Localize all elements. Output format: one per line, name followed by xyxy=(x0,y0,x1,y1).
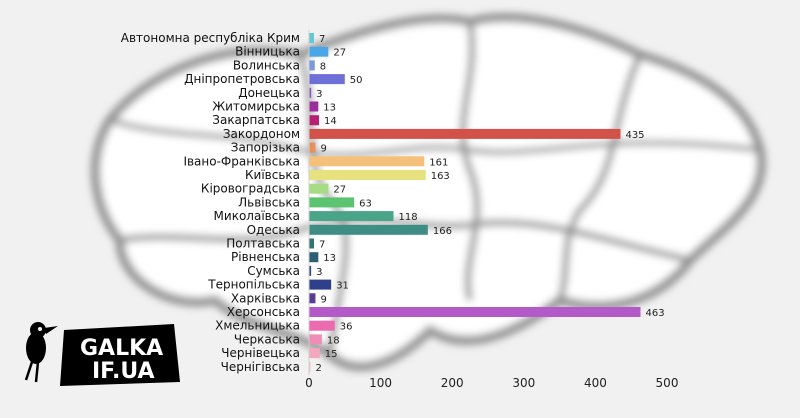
value-label: 7 xyxy=(319,240,325,251)
value-labels: 7278503131443591611632763118166713331946… xyxy=(316,34,665,374)
value-label: 18 xyxy=(327,335,340,346)
logo-text-line2: IF.UA xyxy=(92,359,155,384)
value-label: 14 xyxy=(324,116,337,127)
category-label: Запорізька xyxy=(231,141,300,155)
value-label: 3 xyxy=(316,89,322,100)
x-tick-label: 200 xyxy=(441,376,464,390)
bar xyxy=(309,115,320,126)
value-label: 15 xyxy=(325,349,338,360)
value-label: 163 xyxy=(431,171,450,182)
category-label: Дніпропетровська xyxy=(184,72,300,86)
jackdaw-icon xyxy=(24,322,58,383)
galka-logo: GALKA IF.UA xyxy=(24,322,180,386)
bar xyxy=(309,87,312,98)
value-label: 13 xyxy=(323,103,336,114)
category-label: Івано-Франківська xyxy=(183,154,300,168)
value-label: 31 xyxy=(336,281,349,292)
bar xyxy=(309,142,316,153)
value-label: 435 xyxy=(625,130,644,141)
value-label: 118 xyxy=(398,212,417,223)
bar xyxy=(309,46,329,57)
bar xyxy=(309,348,320,359)
value-label: 463 xyxy=(646,308,665,319)
category-label: Черкаська xyxy=(234,332,300,346)
x-tick-label: 500 xyxy=(656,376,679,390)
bar xyxy=(309,293,316,304)
bar xyxy=(309,170,426,180)
value-label: 3 xyxy=(316,267,322,278)
value-label: 63 xyxy=(359,198,372,209)
category-label: Житомирська xyxy=(212,100,300,114)
bar xyxy=(309,238,315,249)
bar xyxy=(309,197,355,208)
value-label: 2 xyxy=(316,363,322,374)
category-label: Волинська xyxy=(233,58,300,72)
bar xyxy=(309,183,329,194)
bar xyxy=(309,334,322,345)
category-label: Сумська xyxy=(247,264,300,278)
bar xyxy=(309,33,315,43)
x-axis-ticks: 0 100 200 300 400 500 xyxy=(305,376,678,390)
bar xyxy=(309,361,311,372)
category-label: Кіровоградська xyxy=(201,182,300,196)
bar xyxy=(309,252,319,263)
bar xyxy=(309,128,621,139)
category-label: Закордоном xyxy=(223,127,300,141)
bar xyxy=(309,307,641,317)
bar xyxy=(309,101,319,112)
category-label: Рівненська xyxy=(231,250,300,264)
category-label: Полтавська xyxy=(226,237,300,251)
value-label: 50 xyxy=(350,75,363,86)
bars xyxy=(309,33,641,372)
value-label: 166 xyxy=(433,226,452,237)
category-label: Київська xyxy=(245,168,300,182)
category-label: Донецька xyxy=(238,86,300,100)
category-label: Харківська xyxy=(231,291,300,305)
value-label: 7 xyxy=(319,34,325,45)
bar xyxy=(309,156,425,167)
category-label: Автономна республіка Крим xyxy=(121,31,300,45)
value-label: 36 xyxy=(340,322,353,333)
category-label: Закарпатська xyxy=(212,113,300,127)
category-label: Чернівецька xyxy=(221,346,300,360)
value-label: 13 xyxy=(323,253,336,264)
category-label: Миколаївська xyxy=(214,209,300,223)
bar xyxy=(309,320,335,331)
x-tick-label: 400 xyxy=(584,376,607,390)
category-label: Одеська xyxy=(247,223,300,237)
value-label: 27 xyxy=(333,48,346,59)
value-label: 9 xyxy=(320,144,326,155)
bar xyxy=(309,74,345,85)
category-label: Херсонська xyxy=(227,305,300,319)
category-label: Тернопільська xyxy=(207,278,300,292)
bar xyxy=(309,279,332,290)
logo-text-line1: GALKA xyxy=(80,336,163,361)
value-label: 27 xyxy=(333,185,346,196)
bar xyxy=(309,60,315,71)
bar xyxy=(309,211,394,222)
category-label: Чернігівська xyxy=(221,360,300,374)
value-label: 8 xyxy=(320,61,326,72)
x-tick-label: 0 xyxy=(305,376,313,390)
bar xyxy=(309,224,428,235)
x-tick-label: 300 xyxy=(512,376,535,390)
value-label: 9 xyxy=(320,294,326,305)
category-label: Львівська xyxy=(238,195,300,209)
category-label: Хмельницька xyxy=(215,319,300,333)
category-label: Вінницька xyxy=(235,45,300,59)
category-labels: Автономна республіка КримВінницькаВолинс… xyxy=(121,31,300,374)
value-label: 161 xyxy=(429,157,448,168)
bar xyxy=(309,265,312,276)
x-tick-label: 100 xyxy=(369,376,392,390)
